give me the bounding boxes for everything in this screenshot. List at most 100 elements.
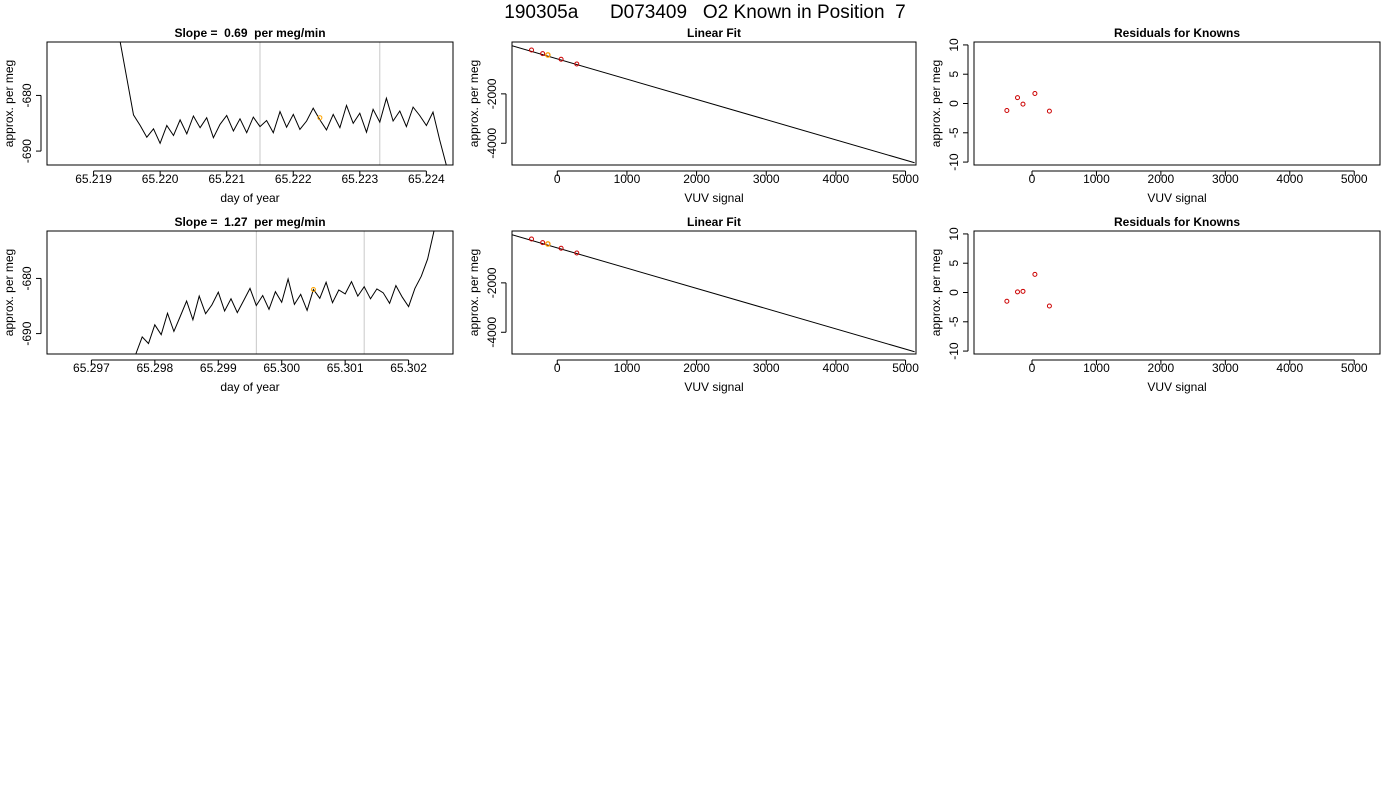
highlight-point [545, 52, 551, 58]
x-tick-label: 2000 [1148, 172, 1175, 186]
page-title: 190305a D073409 O2 Known in Position 7 [504, 2, 905, 23]
x-tick-label: 65.302 [390, 361, 427, 375]
x-tick-label: 4000 [1276, 172, 1303, 186]
series-line [135, 231, 435, 354]
plot-frame [46, 230, 454, 355]
fit-line [512, 45, 915, 164]
x-tick-label: 3000 [1212, 361, 1239, 375]
plot-content [1004, 91, 1052, 114]
plot-content [1004, 271, 1052, 309]
x-tick-label: 5000 [892, 172, 919, 186]
plot-content [119, 42, 447, 165]
x-tick-label: 65.220 [142, 172, 179, 186]
y-tick-label: -680 [20, 83, 34, 107]
plot-frame [973, 230, 1381, 355]
data-point [574, 61, 580, 67]
y-axis: 10 5 0 -5 -10 approx. per meg [929, 227, 969, 360]
x-tick-label: 3000 [753, 172, 780, 186]
x-tick-label: 5000 [892, 361, 919, 375]
y-axis: -680 -690 approx. per meg [2, 60, 42, 163]
data-point [540, 51, 546, 57]
x-tick-label: 5000 [1341, 361, 1368, 375]
x-tick-label: 65.223 [341, 172, 378, 186]
plot-frame [46, 41, 454, 166]
panel-title: Linear Fit [687, 26, 741, 40]
plot-frame [511, 41, 917, 166]
x-tick-label: 1000 [1083, 361, 1110, 375]
chart-panel-p5: Linear Fit 0 1000 2000 3000 4000 5000 VUV signa… [467, 215, 919, 394]
x-tick-label: 5000 [1341, 172, 1368, 186]
data-point [1046, 108, 1052, 114]
y-tick-label: -4000 [485, 317, 499, 348]
data-point [529, 236, 535, 242]
y-tick-label: -2000 [485, 78, 499, 109]
chart-panel-p2: Linear Fit 0 1000 2000 3000 4000 5000 VUV signa… [467, 26, 919, 205]
x-axis-label: VUV signal [1147, 380, 1206, 394]
x-tick-label: 1000 [614, 172, 641, 186]
y-tick-label: 5 [947, 260, 961, 267]
y-tick-label: -690 [20, 321, 34, 345]
y-axis: -2000 -4000 approx. per meg [467, 60, 507, 159]
x-tick-label: 3000 [1212, 172, 1239, 186]
x-axis: 0 1000 2000 3000 4000 5000 VUV signal [1029, 359, 1368, 394]
y-axis-label: approx. per meg [2, 249, 16, 336]
x-tick-label: 4000 [823, 361, 850, 375]
fit-line [512, 234, 915, 353]
y-tick-label: -5 [947, 316, 961, 327]
data-point [1032, 271, 1038, 277]
panel-title: Linear Fit [687, 215, 741, 229]
series-line [119, 42, 447, 165]
data-point [1004, 298, 1010, 304]
data-point [1015, 289, 1020, 295]
y-axis: -680 -690 approx. per meg [2, 249, 42, 346]
panel-title: Slope = 0.69 per meg/min [174, 26, 325, 40]
y-axis-label: approx. per meg [929, 249, 943, 336]
data-point [558, 56, 564, 62]
y-tick-label: 10 [947, 227, 961, 241]
x-tick-label: 2000 [683, 361, 710, 375]
x-axis-label: VUV signal [684, 191, 743, 205]
y-tick-label: -680 [20, 266, 34, 290]
data-point [1046, 303, 1052, 309]
data-point [1020, 288, 1026, 294]
y-tick-label: 0 [947, 100, 961, 107]
x-tick-label: 3000 [753, 361, 780, 375]
y-axis-label: approx. per meg [467, 249, 481, 336]
x-axis-label: VUV signal [1147, 191, 1206, 205]
x-tick-label: 65.298 [136, 361, 173, 375]
x-tick-label: 65.224 [408, 172, 445, 186]
data-point [540, 240, 546, 246]
x-axis-label: day of year [220, 191, 279, 205]
x-tick-label: 0 [554, 172, 561, 186]
y-tick-label: 0 [947, 289, 961, 296]
y-tick-label: 10 [947, 38, 961, 52]
x-tick-label: 2000 [1148, 361, 1175, 375]
x-tick-label: 65.300 [263, 361, 300, 375]
y-tick-label: 5 [947, 71, 961, 78]
plot-frame [973, 41, 1381, 166]
y-axis-label: approx. per meg [2, 60, 16, 147]
y-axis-label: approx. per meg [929, 60, 943, 147]
x-tick-label: 0 [1029, 361, 1036, 375]
plot-frame [511, 230, 917, 355]
orange-marker [310, 286, 316, 292]
x-tick-label: 4000 [823, 172, 850, 186]
y-axis: 10 5 0 -5 -10 approx. per meg [929, 38, 969, 171]
data-point [1032, 91, 1038, 97]
x-tick-label: 0 [1029, 172, 1036, 186]
panel-title: Slope = 1.27 per meg/min [174, 215, 325, 229]
y-tick-label: -4000 [485, 128, 499, 159]
x-axis: 0 1000 2000 3000 4000 5000 VUV signal [554, 359, 919, 394]
x-tick-label: 0 [554, 361, 561, 375]
x-axis: 65.297 65.298 65.299 65.300 65.301 65.302 day … [73, 359, 427, 394]
plot-content [135, 231, 435, 354]
x-tick-label: 1000 [1083, 172, 1110, 186]
x-axis-label: VUV signal [684, 380, 743, 394]
plot-content [512, 45, 915, 164]
